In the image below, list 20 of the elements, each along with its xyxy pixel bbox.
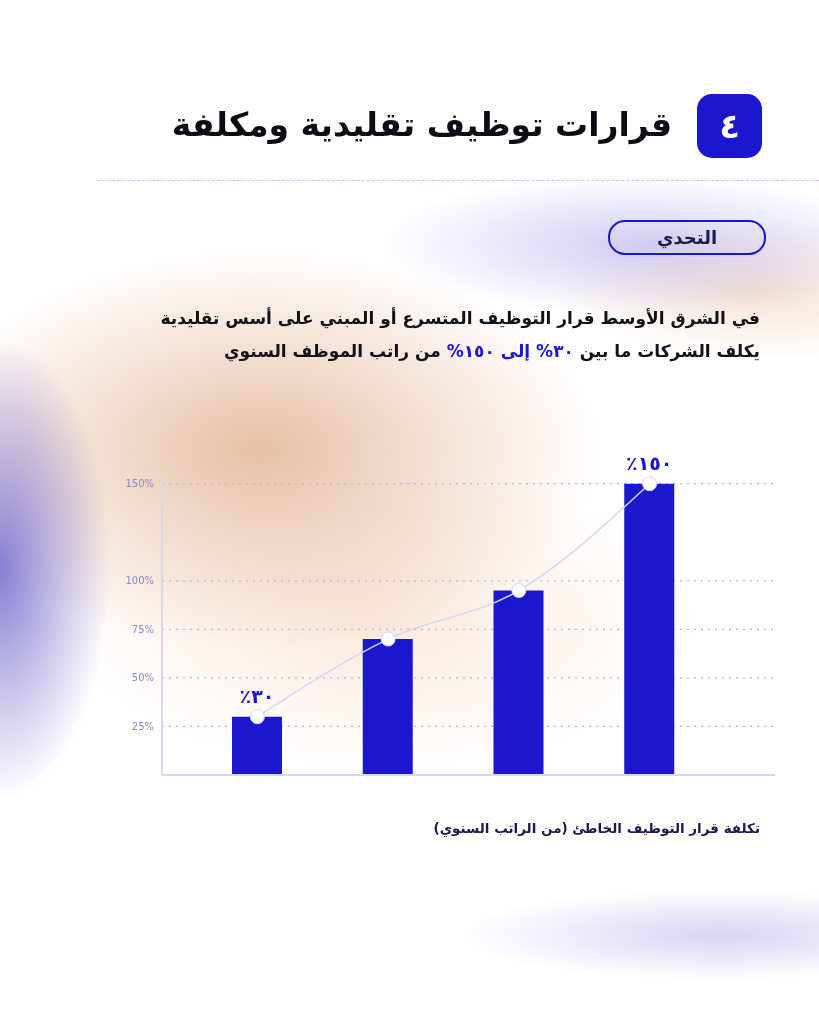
point <box>249 709 265 725</box>
text: ٤ <box>719 106 740 146</box>
text: التحدي <box>656 227 718 248</box>
bar <box>362 639 413 775</box>
bar <box>624 483 675 775</box>
y-tick-label: 25% <box>131 721 154 732</box>
x-axis-title: تكلفة قرار التوظيف الخاطئ (من الراتب السنوي) <box>433 820 760 836</box>
point <box>511 583 527 599</box>
bar <box>493 590 544 775</box>
chart-title: قرارات توظيف تقليدية ومكلفة <box>171 105 672 144</box>
bar <box>232 716 282 775</box>
y-tick-label: 50% <box>131 672 154 684</box>
y-tick-label: 150% <box>125 478 154 490</box>
data-label: ٣٠٪ <box>239 684 275 707</box>
y-tick-label: 100% <box>125 575 154 587</box>
point <box>380 631 396 647</box>
point <box>642 476 658 492</box>
y-tick-label: 75% <box>131 623 154 635</box>
chart-subtitle: في الشرق الأوسط قرار التوظيف المتسرع أو المبني على أسس تقليدية يكلف الشركات ما بين ٣٠% إلى ١٥٠% من راتب الموظف السنوي <box>160 308 760 361</box>
data-label: ١٥٠٪ <box>626 451 673 474</box>
